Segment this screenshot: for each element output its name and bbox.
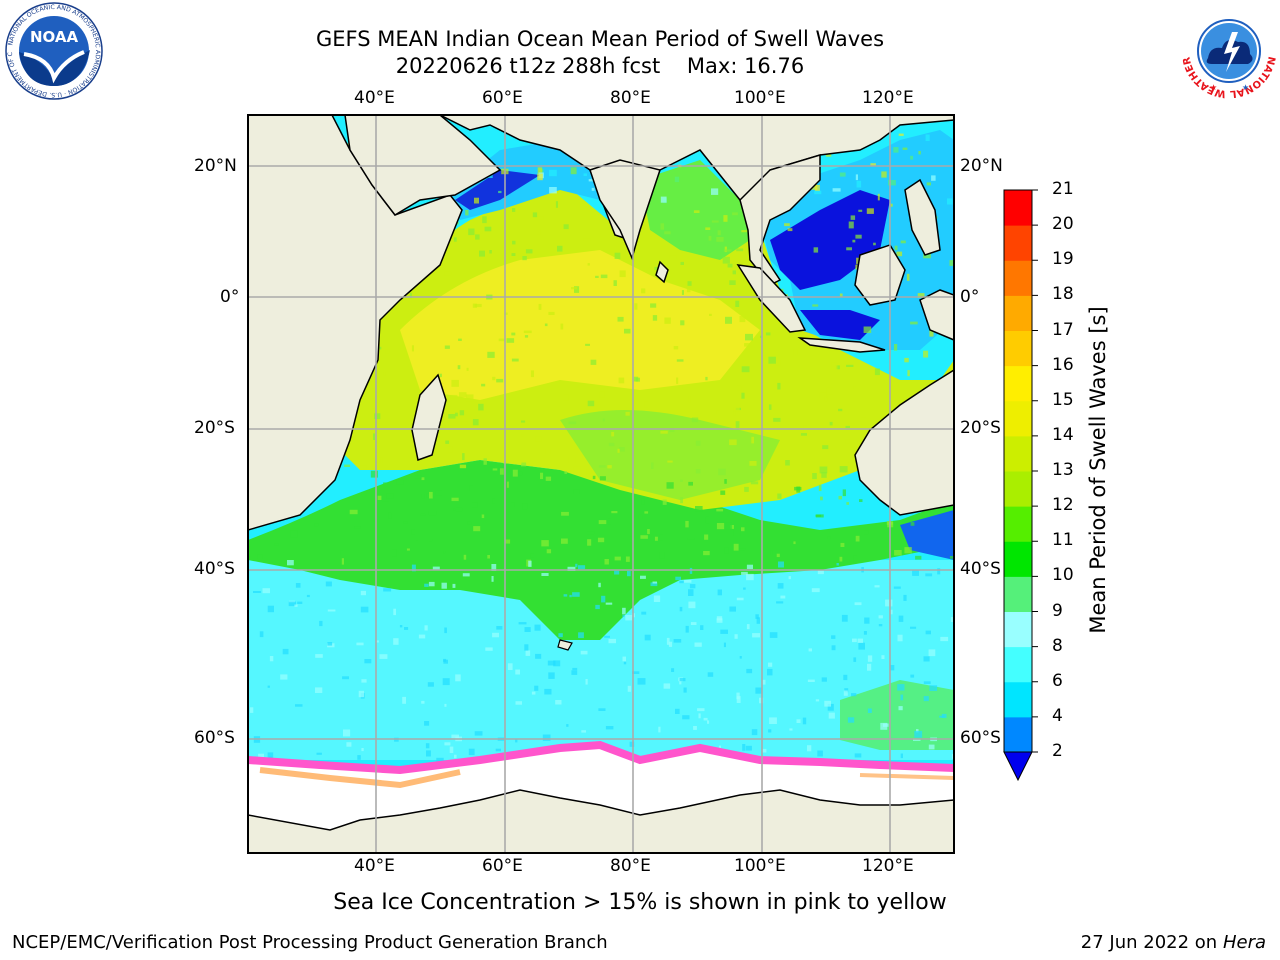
colorbar-title: Mean Period of Swell Waves [s] bbox=[1086, 306, 1110, 634]
run-label: 20220626 t12z 288h fcst bbox=[395, 54, 661, 78]
colorbar-tick-label: 18 bbox=[1052, 284, 1074, 305]
lat-label-right: 20°S bbox=[960, 418, 1001, 438]
colorbar-tick-label: 4 bbox=[1052, 705, 1063, 726]
noaa-logo: NATIONAL OCEANIC AND ATMOSPHERIC ADMINIS… bbox=[4, 2, 103, 100]
colorbar-tick-label: 8 bbox=[1052, 635, 1063, 656]
lon-label-top: 40°E bbox=[354, 88, 395, 108]
sea-ice-edge bbox=[248, 740, 954, 775]
sri-lanka bbox=[655, 260, 669, 284]
footer-producer: NCEP/EMC/Verification Post Processing Pr… bbox=[12, 932, 608, 953]
lat-label-right: 20°N bbox=[960, 156, 1003, 176]
colorbar-segment bbox=[1004, 295, 1032, 331]
colorbar-tick-label: 13 bbox=[1052, 460, 1074, 480]
sumatra bbox=[736, 264, 807, 333]
lat-label-right: 60°S bbox=[960, 728, 1001, 748]
sea-ice-caption: Sea Ice Concentration > 15% is shown in … bbox=[333, 890, 947, 915]
yellow-core-region bbox=[400, 250, 760, 400]
svg-text:★: ★ bbox=[1242, 83, 1249, 92]
colorbar-tick-label: 16 bbox=[1052, 354, 1074, 375]
lon-label-bottom: 100°E bbox=[734, 856, 786, 876]
colorbar-under-arrow bbox=[1003, 751, 1033, 782]
svg-text:★: ★ bbox=[1210, 83, 1217, 92]
colorbar-segment bbox=[1004, 716, 1032, 753]
lon-label-top: 100°E bbox=[734, 88, 786, 108]
lon-label-top: 60°E bbox=[482, 88, 523, 108]
australia bbox=[854, 369, 954, 516]
lat-label-left: 40°S bbox=[194, 559, 235, 579]
footer-date-text: 27 Jun 2022 on bbox=[1080, 932, 1218, 953]
antarctica bbox=[248, 789, 954, 853]
lon-label-top: 120°E bbox=[862, 88, 914, 108]
colorbar-segment bbox=[1004, 435, 1032, 472]
colorbar-segment bbox=[1004, 400, 1032, 437]
map-frame bbox=[247, 114, 955, 854]
sulawesi bbox=[919, 289, 954, 341]
bay-of-bengal-green bbox=[640, 160, 750, 260]
colorbar-segment bbox=[1004, 330, 1032, 367]
lat-label-left: 60°S bbox=[194, 728, 235, 748]
footer-date: 27 Jun 2022 on Hera bbox=[1081, 932, 1266, 953]
green-swell-belt bbox=[248, 460, 954, 640]
lat-label-left: 20°N bbox=[194, 156, 237, 176]
colorbar bbox=[1003, 189, 1038, 782]
colorbar-segment bbox=[1004, 506, 1032, 542]
graticule bbox=[248, 115, 954, 853]
colorbar-tick-label: 14 bbox=[1052, 424, 1074, 445]
colorbar-segment bbox=[1004, 681, 1032, 718]
asia-mainland bbox=[439, 115, 954, 241]
map-title: GEFS MEAN Indian Ocean Mean Period of Sw… bbox=[315, 27, 885, 51]
lon-label-bottom: 40°E bbox=[354, 856, 395, 876]
footer-machine: Hera bbox=[1222, 932, 1266, 953]
lat-label-right: 0° bbox=[960, 287, 980, 307]
colorbar-segment bbox=[1004, 225, 1032, 261]
nws-logo: NATIONAL WEATHER SERVICE ★ ★ bbox=[1180, 2, 1277, 99]
lon-label-bottom: 80°E bbox=[610, 856, 651, 876]
colorbar-segment bbox=[1004, 365, 1032, 402]
colorbar-tick-label: 2 bbox=[1052, 741, 1063, 761]
kerguelen bbox=[557, 639, 573, 651]
colorbar-tick-label: 10 bbox=[1052, 565, 1074, 586]
colorbar-tick-label: 9 bbox=[1052, 600, 1063, 621]
colorbar-tick-label: 17 bbox=[1052, 319, 1074, 340]
colorbar-tick-label: 21 bbox=[1052, 179, 1074, 199]
colorbar-segment bbox=[1004, 576, 1032, 612]
colorbar-segment bbox=[1004, 260, 1032, 296]
java bbox=[797, 337, 886, 353]
colorbar-tick-label: 19 bbox=[1052, 249, 1074, 270]
lon-label-bottom: 120°E bbox=[862, 856, 914, 876]
colorbar-tick-label: 11 bbox=[1052, 530, 1074, 551]
noaa-text: NOAA bbox=[30, 28, 79, 46]
colorbar-segment bbox=[1004, 541, 1032, 577]
madagascar bbox=[411, 373, 447, 461]
colorbar-tick-label: 12 bbox=[1052, 495, 1074, 516]
arabian-peninsula bbox=[344, 115, 502, 216]
max-label: Max: 16.76 bbox=[686, 54, 805, 78]
lat-label-left: 0° bbox=[220, 287, 240, 307]
colorbar-tick-label: 20 bbox=[1052, 214, 1074, 235]
java-sea-blue bbox=[800, 310, 880, 340]
colorbar-segment bbox=[1004, 190, 1032, 226]
colorbar-segment bbox=[1004, 611, 1032, 648]
lon-label-top: 80°E bbox=[610, 88, 651, 108]
colorbar-segment bbox=[1004, 471, 1032, 507]
map-subtitle: 20220626 t12z 288h fcst Max: 16.76 bbox=[250, 54, 950, 78]
indochina bbox=[739, 153, 821, 286]
lat-label-right: 40°S bbox=[960, 559, 1001, 579]
philippines bbox=[904, 178, 941, 256]
colorbar-tick-label: 15 bbox=[1052, 389, 1074, 410]
lat-label-left: 20°S bbox=[194, 418, 235, 438]
colorbar-tick-label: 6 bbox=[1052, 670, 1063, 691]
colorbar-segment bbox=[1004, 646, 1032, 683]
lon-label-bottom: 60°E bbox=[482, 856, 523, 876]
